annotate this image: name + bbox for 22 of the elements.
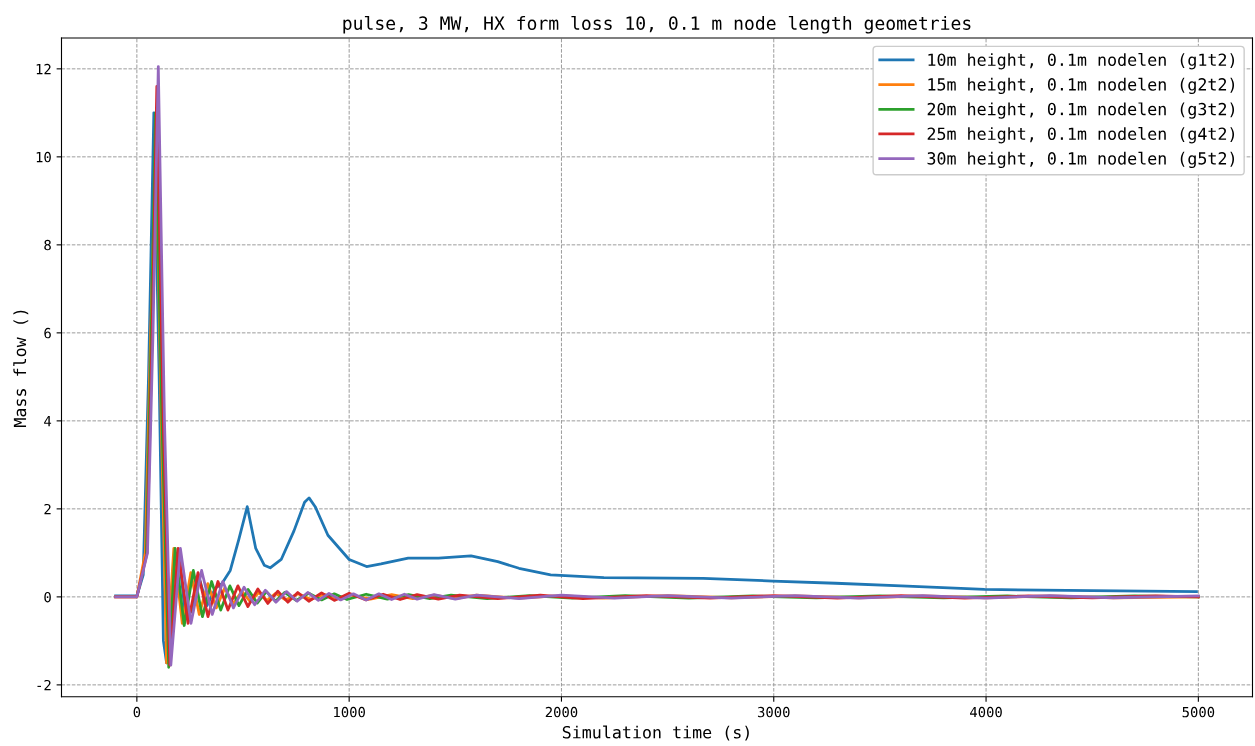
y-tick-label: 10 <box>36 151 51 163</box>
chart-title: pulse, 3 MW, HX form loss 10, 0.1 m node length geometries <box>343 15 971 34</box>
legend-label: 15m height, 0.1m nodelen (g2t2) <box>928 77 1235 95</box>
x-tick-label: 3000 <box>757 706 790 718</box>
y-tick-label: 8 <box>44 239 51 251</box>
y-tick-label: 12 <box>36 63 51 75</box>
y-tick-label: 0 <box>44 591 51 603</box>
legend-label: 30m height, 0.1m nodelen (g5t2) <box>927 151 1235 169</box>
x-tick-label: 1000 <box>334 706 365 718</box>
legend-label: 20m height, 0.1m nodelen (g3t2) <box>927 102 1235 119</box>
x-tick-label: 2000 <box>545 706 578 718</box>
legend-label: 25m height, 0.1m nodelen (g4t2) <box>927 127 1235 144</box>
legend-label: 10m height, 0.1m nodelen (g1t2) <box>928 53 1235 70</box>
x-axis-title: Simulation time (s) <box>562 725 749 741</box>
y-tick-label: 2 <box>44 503 51 515</box>
x-tick-label: 5000 <box>1182 706 1215 718</box>
x-tick-label: 4000 <box>970 706 1002 718</box>
y-axis-title: Mass flow () <box>13 310 29 427</box>
y-tick-label: -2 <box>37 679 51 691</box>
y-tick-label: 6 <box>44 327 51 339</box>
x-tick-label: 0 <box>133 706 141 718</box>
y-tick-label: 4 <box>44 416 52 427</box>
